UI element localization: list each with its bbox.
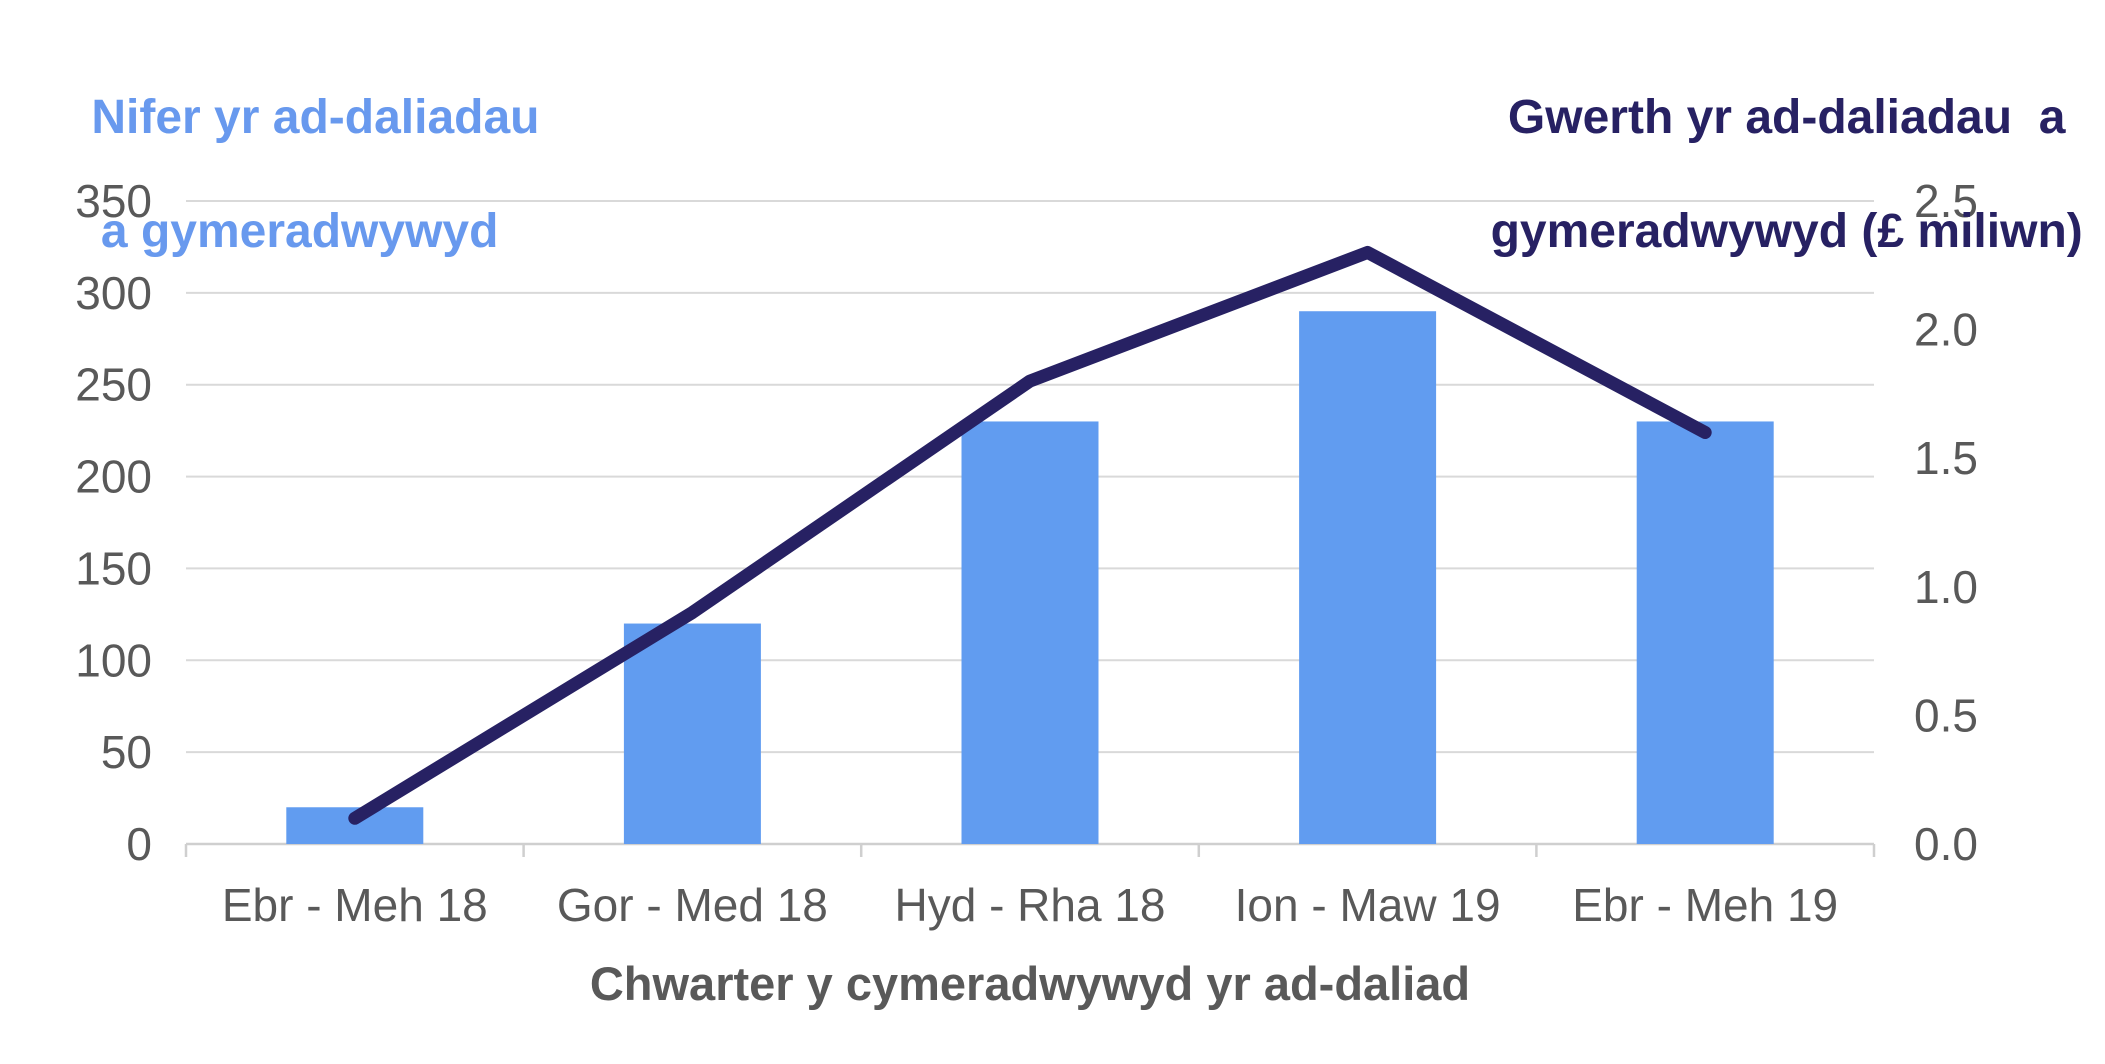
left-axis-title-line2: a gymeradwywyd [100, 205, 499, 258]
left-axis-tick-label: 350 [75, 175, 152, 227]
bar-gor-med-18 [623, 623, 761, 844]
right-axis-tick-label: 0.0 [1914, 818, 1978, 870]
right-axis-title: Gwerth yr ad-daliadau a gymeradwywyd (£ … [1415, 32, 2105, 317]
x-axis-title: Chwarter y cymeradwywyd yr ad-daliad [589, 957, 1471, 1010]
left-axis-tick-label: 0 [126, 818, 152, 870]
x-axis-category-label: Ebr - Meh 19 [1572, 879, 1838, 931]
right-axis-tick-label: 1.0 [1914, 561, 1978, 613]
right-axis-title-line1: Gwerth yr ad-daliadau a [1507, 91, 2066, 144]
right-axis-tick-label: 0.5 [1914, 689, 1978, 741]
left-axis-tick-label: 250 [75, 359, 152, 411]
left-axis-title: Nifer yr ad-daliadau a gymeradwywyd [38, 32, 539, 317]
left-axis-tick-label: 50 [101, 726, 152, 778]
left-axis-tick-label: 300 [75, 267, 152, 319]
left-axis-tick-label: 150 [75, 542, 152, 594]
right-axis-title-line2: gymeradwywyd (£ miliwn) [1490, 205, 2083, 258]
x-axis-category-label: Hyd - Rha 18 [894, 879, 1165, 931]
left-axis-title-line1: Nifer yr ad-daliadau [91, 91, 540, 144]
value-line [348, 245, 1712, 825]
left-axis-tick-label: 100 [75, 634, 152, 686]
right-axis-tick-label: 2.5 [1914, 175, 1978, 227]
bar-hyd-rha-18 [961, 421, 1099, 844]
bar-ion-maw-19 [1299, 311, 1437, 844]
bar-ebr-meh-19 [1636, 421, 1774, 844]
right-axis-tick-label: 2.0 [1914, 304, 1978, 356]
x-axis-category-label: Ebr - Meh 18 [222, 879, 488, 931]
x-axis-category-label: Gor - Med 18 [557, 879, 828, 931]
right-axis-tick-label: 1.5 [1914, 432, 1978, 484]
x-axis-category-label: Ion - Maw 19 [1235, 879, 1501, 931]
left-axis-tick-label: 200 [75, 451, 152, 503]
